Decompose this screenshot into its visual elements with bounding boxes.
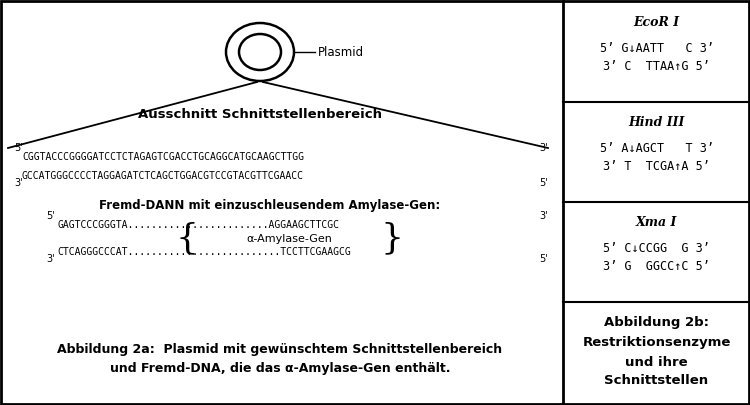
Text: 3': 3' bbox=[539, 211, 548, 221]
Text: EcoR I: EcoR I bbox=[634, 16, 680, 29]
Text: 5’ G↓AATT   C 3’: 5’ G↓AATT C 3’ bbox=[599, 42, 713, 55]
Text: 3’ T  TCGA↑A 5’: 3’ T TCGA↑A 5’ bbox=[603, 160, 710, 173]
Text: {: { bbox=[176, 222, 199, 256]
Text: 3’ C  TTAA↑G 5’: 3’ C TTAA↑G 5’ bbox=[603, 60, 710, 73]
Text: GAGTCCCGGGTA........................AGGAAGCTTCGC: GAGTCCCGGGTA........................AGGA… bbox=[57, 220, 339, 230]
Text: Xma I: Xma I bbox=[636, 216, 677, 229]
Text: 5': 5' bbox=[14, 143, 22, 153]
Text: }: } bbox=[380, 222, 404, 256]
Text: 3': 3' bbox=[46, 254, 55, 264]
Text: Fremd-DANN mit einzuschleusendem Amylase-Gen:: Fremd-DANN mit einzuschleusendem Amylase… bbox=[99, 198, 441, 211]
Text: 5': 5' bbox=[539, 254, 548, 264]
Text: und ihre: und ihre bbox=[626, 356, 688, 369]
Text: Abbildung 2b:: Abbildung 2b: bbox=[604, 316, 709, 329]
Text: 3’ G  GGCC↑C 5’: 3’ G GGCC↑C 5’ bbox=[603, 260, 710, 273]
Text: und Fremd-DNA, die das α-Amylase-Gen enthält.: und Fremd-DNA, die das α-Amylase-Gen ent… bbox=[110, 362, 450, 375]
Text: Hind III: Hind III bbox=[628, 116, 685, 129]
Text: Plasmid: Plasmid bbox=[318, 45, 364, 58]
Text: 3': 3' bbox=[14, 178, 22, 188]
Text: Schnittstellen: Schnittstellen bbox=[604, 374, 709, 387]
Text: 5': 5' bbox=[46, 211, 55, 221]
Text: CTCAGGGCCCAT..........................TCCTTCGAAGCG: CTCAGGGCCCAT..........................TC… bbox=[57, 247, 351, 257]
Text: 3': 3' bbox=[539, 143, 548, 153]
Text: 5': 5' bbox=[539, 178, 548, 188]
Text: GCCATGGGCCCCTAGGAGATCTCAGCTGGACGTCCGTACGTTCGAACC: GCCATGGGCCCCTAGGAGATCTCAGCTGGACGTCCGTACG… bbox=[22, 171, 304, 181]
Text: α-Amylase-Gen: α-Amylase-Gen bbox=[247, 234, 332, 243]
Text: 5’ A↓AGCT   T 3’: 5’ A↓AGCT T 3’ bbox=[599, 142, 713, 155]
Text: 5’ C↓CCGG  G 3’: 5’ C↓CCGG G 3’ bbox=[603, 242, 710, 255]
Text: Restriktionsenzyme: Restriktionsenzyme bbox=[582, 336, 730, 349]
Text: Ausschnitt Schnittstellenbereich: Ausschnitt Schnittstellenbereich bbox=[138, 109, 382, 122]
Text: Abbildung 2a:  Plasmid mit gewünschtem Schnittstellenbereich: Abbildung 2a: Plasmid mit gewünschtem Sc… bbox=[58, 343, 503, 356]
Text: CGGTACCCGGGGATCCTCTAGAGTCGACCTGCAGGCATGCAAGCTTGG: CGGTACCCGGGGATCCTCTAGAGTCGACCTGCAGGCATGC… bbox=[22, 152, 304, 162]
